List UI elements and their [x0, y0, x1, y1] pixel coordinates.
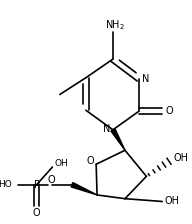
Text: NH$_2$: NH$_2$ — [105, 19, 125, 32]
Text: P: P — [34, 180, 40, 190]
Text: OH: OH — [164, 196, 179, 207]
Text: O: O — [48, 175, 55, 185]
Text: O: O — [166, 106, 174, 116]
Text: O: O — [87, 155, 94, 166]
Text: HO: HO — [0, 180, 12, 189]
Polygon shape — [71, 183, 97, 195]
Text: OH: OH — [173, 153, 188, 163]
Text: O: O — [33, 208, 40, 218]
Polygon shape — [111, 129, 125, 150]
Text: N: N — [103, 124, 110, 134]
Text: N: N — [142, 74, 149, 84]
Text: OH: OH — [55, 159, 69, 168]
